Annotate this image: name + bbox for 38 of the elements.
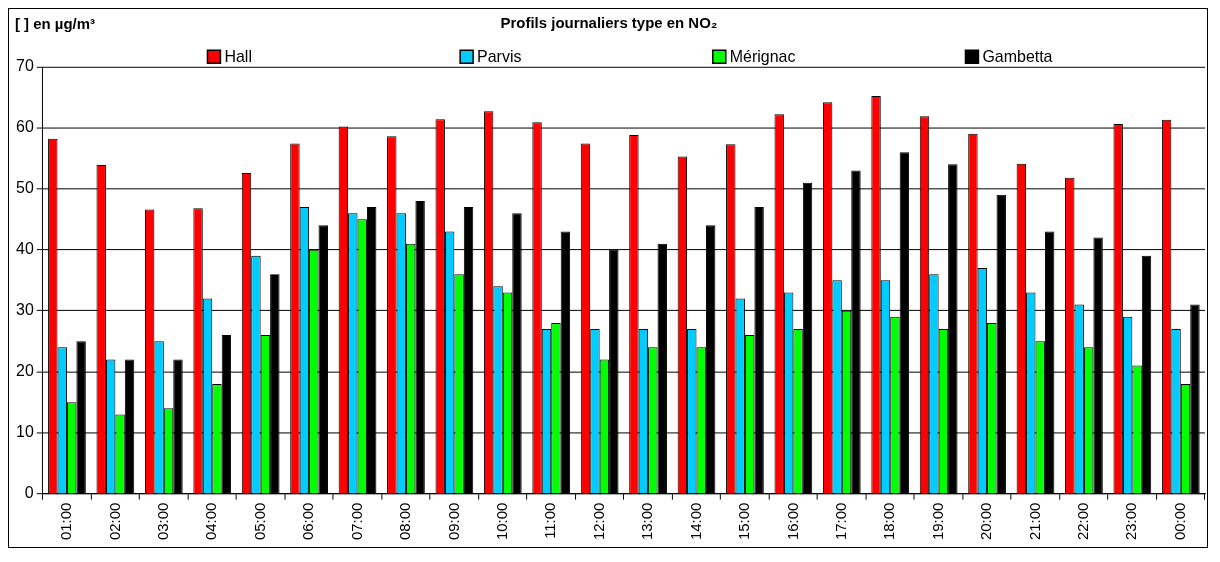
x-tick-label: 01:00 xyxy=(57,502,75,540)
x-tick-label: 20:00 xyxy=(977,502,995,540)
x-tick-label: 06:00 xyxy=(299,502,317,540)
text: [ ] en µg/m³ xyxy=(14,14,96,32)
y-tick-label: 20 xyxy=(16,362,34,380)
y-tick-label: 60 xyxy=(16,118,34,136)
x-tick-label: 12:00 xyxy=(589,502,607,540)
legend-label: Mérignac xyxy=(729,48,796,66)
x-tick-label: 03:00 xyxy=(153,502,171,540)
x-tick-label: 07:00 xyxy=(347,502,365,540)
x-tick-label: 21:00 xyxy=(1025,502,1043,540)
y-tick-label: 30 xyxy=(16,301,34,319)
x-tick-label: 14:00 xyxy=(686,502,704,540)
x-tick-label: 17:00 xyxy=(831,502,849,540)
x-tick-label: 11:00 xyxy=(541,502,559,539)
legend-label: Parvis xyxy=(477,48,522,66)
x-tick-label: 23:00 xyxy=(1122,502,1140,540)
x-tick-label: 10:00 xyxy=(492,502,510,540)
legend-label: Gambetta xyxy=(982,48,1053,66)
y-tick-label: 40 xyxy=(16,240,34,258)
y-tick-label: 70 xyxy=(16,57,34,75)
x-tick-label: 19:00 xyxy=(928,502,946,540)
x-tick-label: 13:00 xyxy=(638,502,656,540)
legend-label: Hall xyxy=(224,48,252,66)
x-tick-label: 16:00 xyxy=(783,502,801,540)
y-tick-label: 50 xyxy=(16,179,34,197)
x-tick-label: 02:00 xyxy=(105,502,123,540)
y-tick-label: 0 xyxy=(24,484,34,502)
x-tick-label: 15:00 xyxy=(735,502,753,540)
x-tick-label: 04:00 xyxy=(202,502,220,540)
chart-title: Profils journaliers type en NO₂ xyxy=(500,14,718,32)
x-tick-label: 08:00 xyxy=(396,502,414,540)
x-tick-label: 22:00 xyxy=(1074,502,1092,540)
x-tick-label: 05:00 xyxy=(250,502,268,540)
y-tick-label: 10 xyxy=(16,423,34,441)
x-tick-label: 00:00 xyxy=(1170,502,1188,540)
x-tick-label: 09:00 xyxy=(444,502,462,540)
x-tick-label: 18:00 xyxy=(880,502,898,540)
